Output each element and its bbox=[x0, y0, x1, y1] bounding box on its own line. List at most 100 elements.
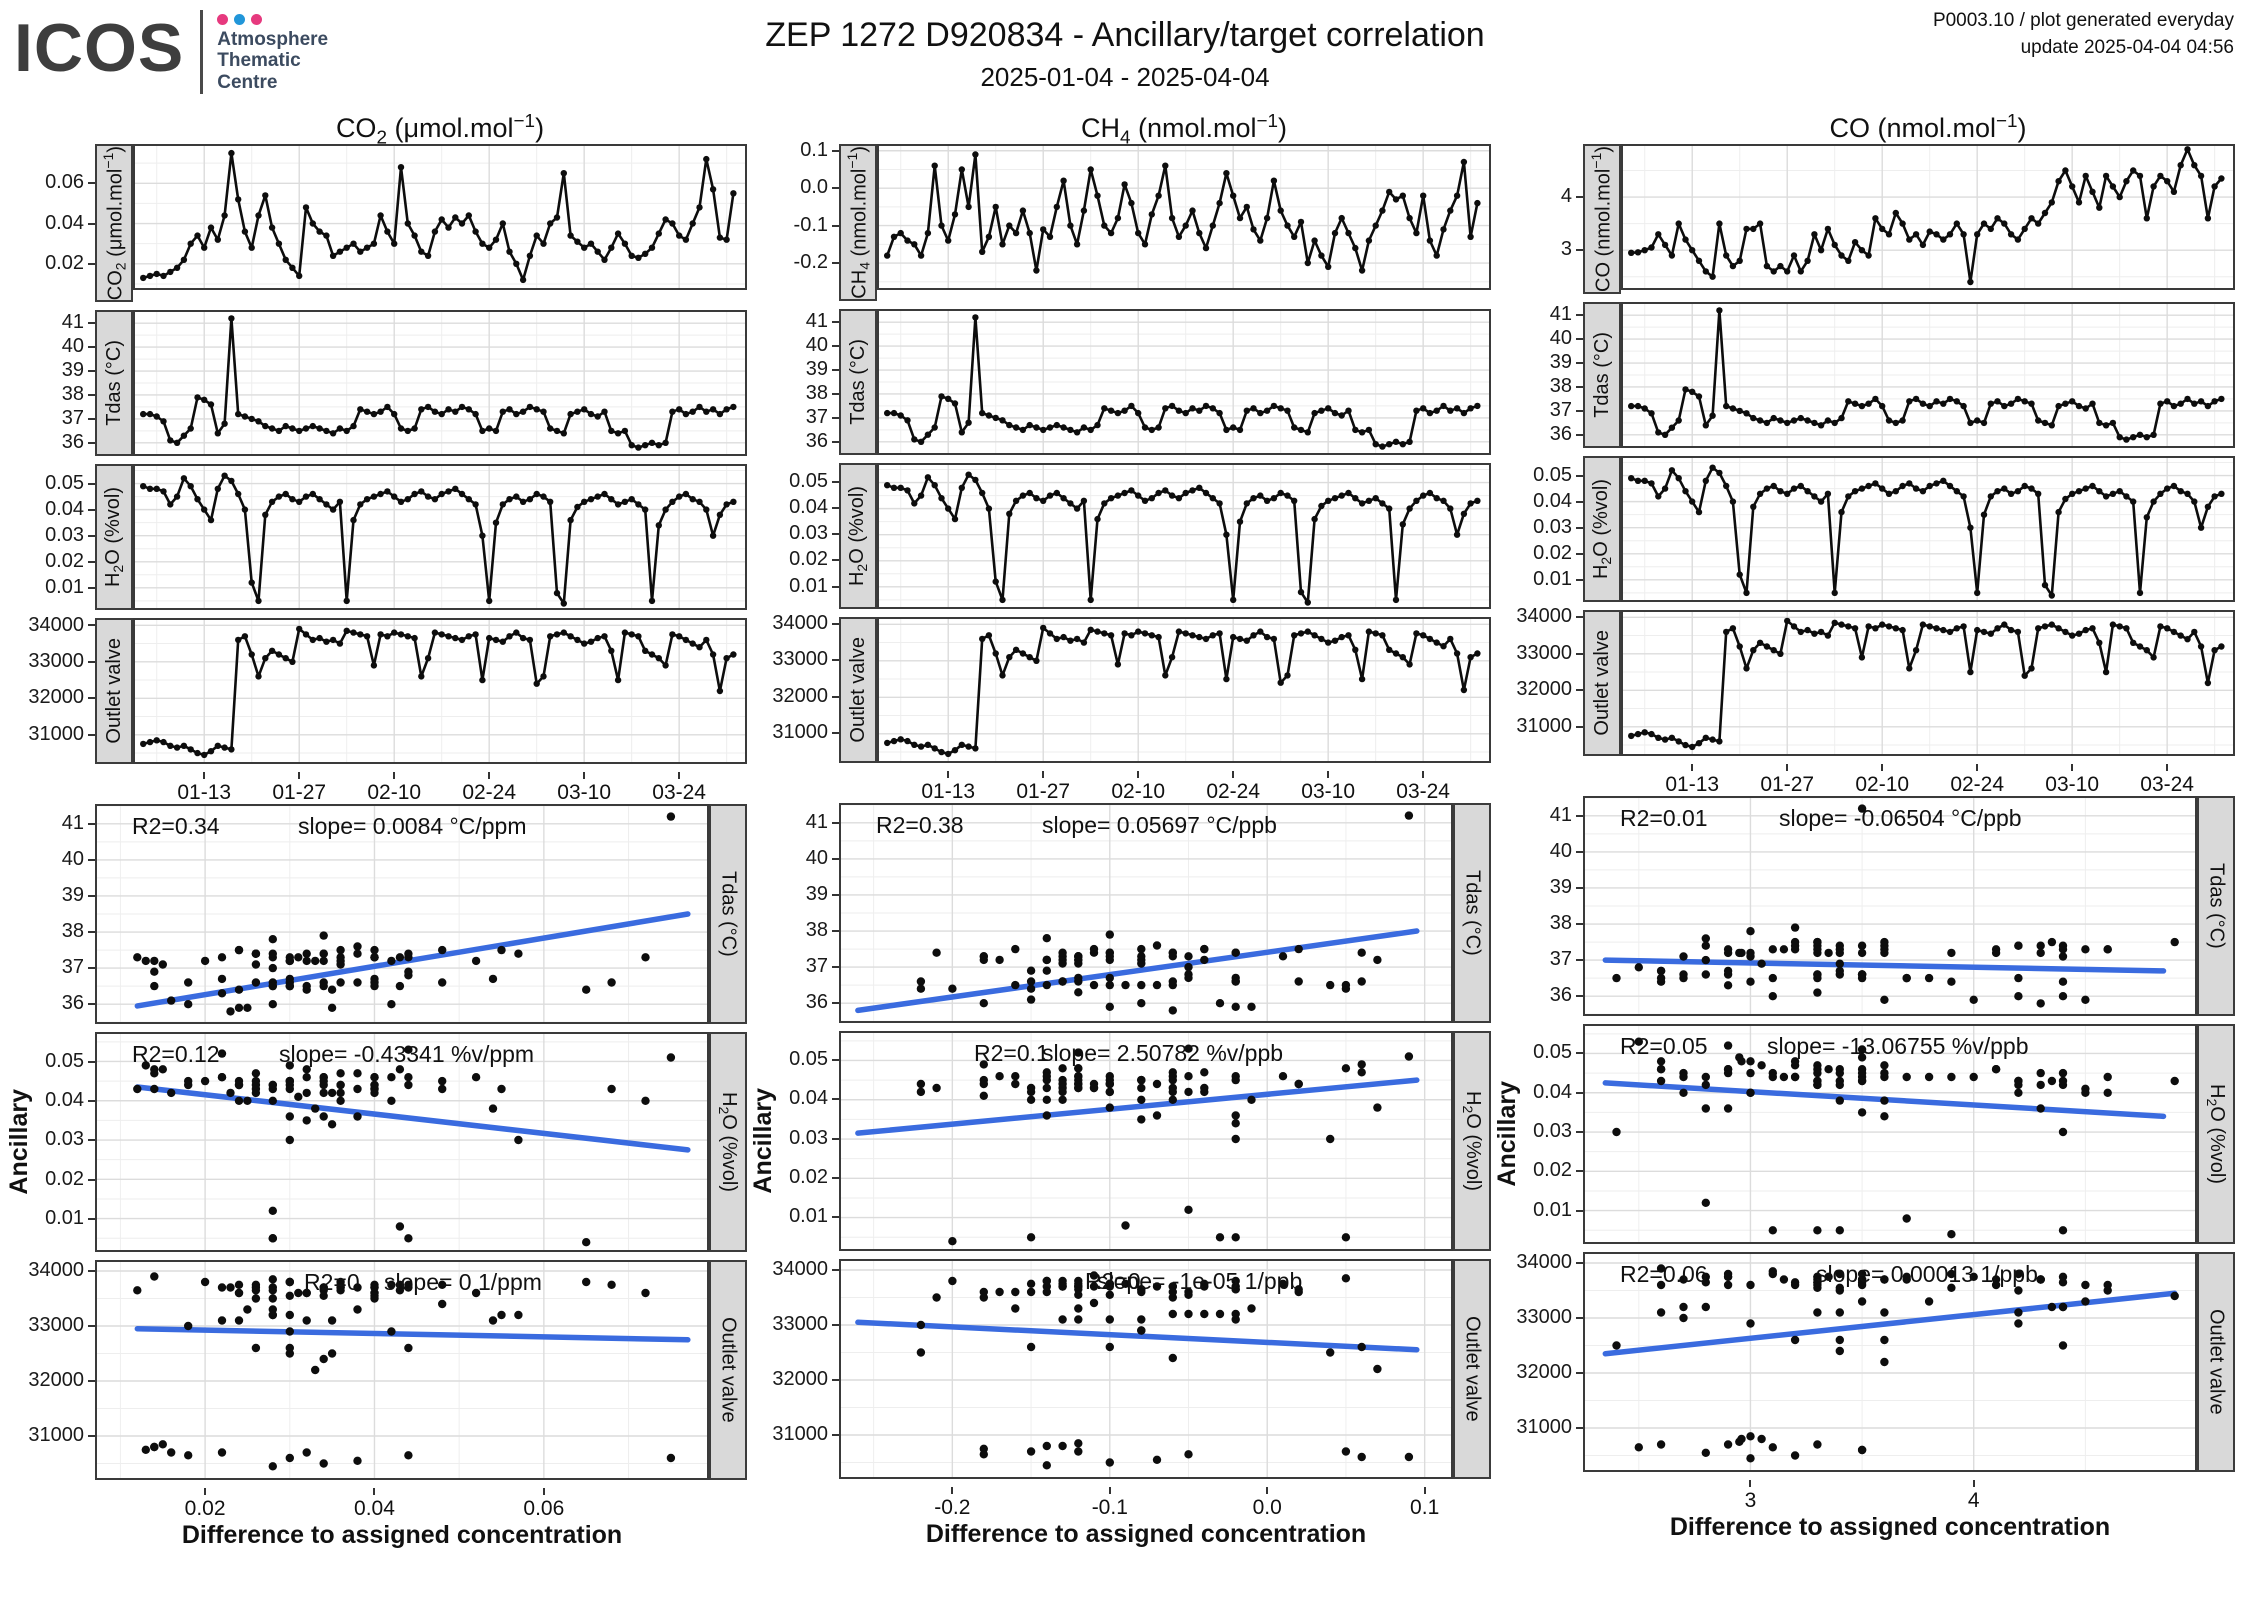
y-tick-label: 0.01 bbox=[1533, 567, 1572, 590]
scatter-stack-ch4: Ancillary 36 37 38 39 40 41 R2=0.38 slope= 0.056… bbox=[749, 802, 1497, 1479]
y-tick-label: 32000 bbox=[1516, 678, 1572, 701]
y-tick-label: 39 bbox=[61, 884, 84, 907]
y-tick-mark bbox=[832, 929, 839, 932]
scatter-row-ch4-h2o: 0.01 0.02 0.03 0.04 0.05 R2=0.1 slope= 2.50782… bbox=[777, 1030, 1497, 1251]
y-tick-label: 0.01 bbox=[789, 1205, 828, 1228]
slope-annotation: slope= 0.00013 1/ppb bbox=[1816, 1261, 2038, 1287]
y-tick-mark bbox=[1576, 616, 1583, 619]
y-axis-scatter-co2-outlet: 31000 32000 33000 34000 bbox=[28, 1259, 95, 1480]
x-tick-label: 03-24 bbox=[2140, 773, 2194, 796]
strip-label-outlet: Outlet valve bbox=[95, 618, 133, 765]
x-tick-label: 0.0 bbox=[1252, 1495, 1282, 1519]
y-tick-mark bbox=[832, 1137, 839, 1140]
y-tick-mark bbox=[1576, 578, 1583, 581]
timeseries-row-ch4-tdas: 36 37 38 39 40 41 Tdas (°C) bbox=[777, 308, 1497, 455]
plot-grid: CO2 (μmol.mol−1) 0.02 0.04 0.06 CO2 (μmol.mo… bbox=[0, 100, 2250, 1554]
x-tick-label: 01-13 bbox=[921, 779, 976, 803]
timeseries-panel-co-co bbox=[1621, 144, 2235, 290]
y-tick-mark bbox=[832, 149, 839, 152]
y-axis-scatter-co2-tdas: 36 37 38 39 40 41 bbox=[33, 804, 95, 1024]
column-ch4: CH4 (nmol.mol−1) -0.2 -0.1 0.0 0.1 CH4 (nmol.… bbox=[749, 100, 1497, 1554]
x-tick-label: 03-24 bbox=[652, 781, 706, 805]
y-tick-mark bbox=[88, 823, 95, 826]
x-tick-mark bbox=[1881, 764, 1884, 771]
y-tick-label: 36 bbox=[805, 990, 828, 1013]
y-axis-scatter-co-outlet: 31000 32000 33000 34000 bbox=[1516, 1251, 1583, 1472]
y-tick-label: -0.2 bbox=[793, 251, 828, 274]
y-tick-mark bbox=[88, 733, 95, 736]
y-tick-label: 37 bbox=[805, 405, 828, 428]
strip-label-right-tdas: Tdas (°C) bbox=[2197, 796, 2235, 1016]
x-tick-label: 0.1 bbox=[1410, 1495, 1440, 1519]
y-tick-mark bbox=[1576, 850, 1583, 853]
y-tick-mark bbox=[1576, 249, 1583, 252]
strip-label-tdas: Tdas (°C) bbox=[1583, 302, 1621, 448]
x-tick-mark bbox=[678, 772, 681, 780]
y-tick-mark bbox=[88, 859, 95, 862]
r2-annotation: R2=0.12 bbox=[132, 1041, 220, 1067]
y-tick-label: 38 bbox=[805, 918, 828, 941]
y-tick-mark bbox=[1576, 338, 1583, 341]
y-tick-label: 40 bbox=[61, 848, 84, 871]
y-tick-mark bbox=[1576, 886, 1583, 889]
y-tick-mark bbox=[88, 624, 95, 627]
y-tick-mark bbox=[832, 965, 839, 968]
plot-meta-info: P0003.10 / plot generated everyday updat… bbox=[1933, 8, 2234, 61]
scatter-panel-co-outlet: R2=0.06 slope= 0.00013 1/ppb bbox=[1583, 1252, 2197, 1472]
slope-annotation: slope= -13.06755 %v/ppb bbox=[1767, 1033, 2029, 1059]
x-tick-mark bbox=[583, 772, 586, 780]
x-tick-mark bbox=[203, 772, 206, 780]
timeseries-panel-ch4-h2o bbox=[877, 462, 1491, 609]
y-axis-scatter-ch4-h2o: 0.01 0.02 0.03 0.04 0.05 bbox=[777, 1031, 839, 1251]
x-tick-mark bbox=[1266, 1486, 1269, 1494]
y-axis-co-tdas: 36 37 38 39 40 41 bbox=[1521, 302, 1583, 448]
y-tick-mark bbox=[832, 1378, 839, 1381]
x-tick-label: 03-10 bbox=[557, 781, 612, 805]
x-tick-mark bbox=[1972, 1480, 1975, 1487]
column-co2: CO2 (μmol.mol−1) 0.02 0.04 0.06 CO2 (μmol.mo… bbox=[5, 100, 753, 1554]
y-tick-mark bbox=[832, 392, 839, 395]
y-tick-label: 38 bbox=[805, 381, 828, 404]
x-tick-mark bbox=[2166, 764, 2169, 771]
timeseries-row-co-h2o: 0.01 0.02 0.03 0.04 0.05 H2O (%vol) bbox=[1521, 456, 2241, 602]
y-tick-mark bbox=[832, 320, 839, 323]
x-tick-mark bbox=[488, 772, 491, 780]
y-tick-label: 0.03 bbox=[789, 522, 828, 545]
y-tick-mark bbox=[832, 533, 839, 536]
strip-label-right-tdas: Tdas (°C) bbox=[709, 804, 747, 1025]
y-tick-label: 0.02 bbox=[45, 1167, 84, 1190]
y-tick-mark bbox=[832, 1323, 839, 1326]
x-tick-label: 0.06 bbox=[523, 1497, 565, 1521]
strip-label-right-h2o: H2O (%vol) bbox=[2197, 1024, 2235, 1244]
y-tick-mark bbox=[88, 442, 95, 445]
y-tick-label: 3 bbox=[1560, 238, 1572, 261]
y-tick-mark bbox=[832, 559, 839, 562]
y-tick-label: 34000 bbox=[772, 612, 828, 634]
y-tick-label: 36 bbox=[61, 431, 84, 454]
x-tick-mark bbox=[298, 772, 301, 780]
y-tick-mark bbox=[88, 931, 95, 934]
timeseries-panel-ch4-outlet bbox=[877, 616, 1491, 763]
y-axis-ch4-tdas: 36 37 38 39 40 41 bbox=[777, 309, 839, 455]
y-tick-mark bbox=[88, 394, 95, 397]
y-tick-mark bbox=[832, 344, 839, 347]
y-tick-label: 0.01 bbox=[789, 574, 828, 597]
y-tick-mark bbox=[1576, 1091, 1583, 1094]
date-range-subtitle: 2025-01-04 - 2025-04-04 bbox=[980, 62, 1270, 92]
scatter-x-axis-ch4: -0.2 -0.1 0.0 0.1 bbox=[839, 1486, 1453, 1519]
y-axis-co2-tdas: 36 37 38 39 40 41 bbox=[33, 310, 95, 456]
x-tick-mark bbox=[1232, 770, 1235, 778]
y-tick-mark bbox=[832, 1059, 839, 1062]
y-tick-mark bbox=[88, 418, 95, 421]
x-tick-label: 01-13 bbox=[1665, 773, 1720, 796]
y-tick-label: 0.03 bbox=[45, 523, 84, 546]
scatter-row-ch4-tdas: 36 37 38 39 40 41 R2=0.38 slope= 0.05697 °C/ppb… bbox=[777, 802, 1497, 1023]
scatter-panel-co2-h2o: R2=0.12 slope= -0.43341 %v/ppm bbox=[95, 1032, 709, 1253]
strip-label-co2: CO2 (μmol.mol−1) bbox=[95, 144, 133, 303]
x-axis-title-ch4: Difference to assigned concentration bbox=[925, 1519, 1367, 1548]
y-tick-label: 36 bbox=[1549, 422, 1572, 445]
y-tick-mark bbox=[832, 732, 839, 735]
y-tick-label: 32000 bbox=[28, 1369, 84, 1392]
logo-sub-line3: Centre bbox=[217, 71, 278, 93]
x-tick-label: 02-24 bbox=[1206, 779, 1261, 803]
